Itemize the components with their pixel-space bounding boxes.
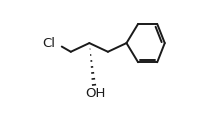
Text: Cl: Cl [42,37,55,50]
Text: OH: OH [85,86,105,99]
